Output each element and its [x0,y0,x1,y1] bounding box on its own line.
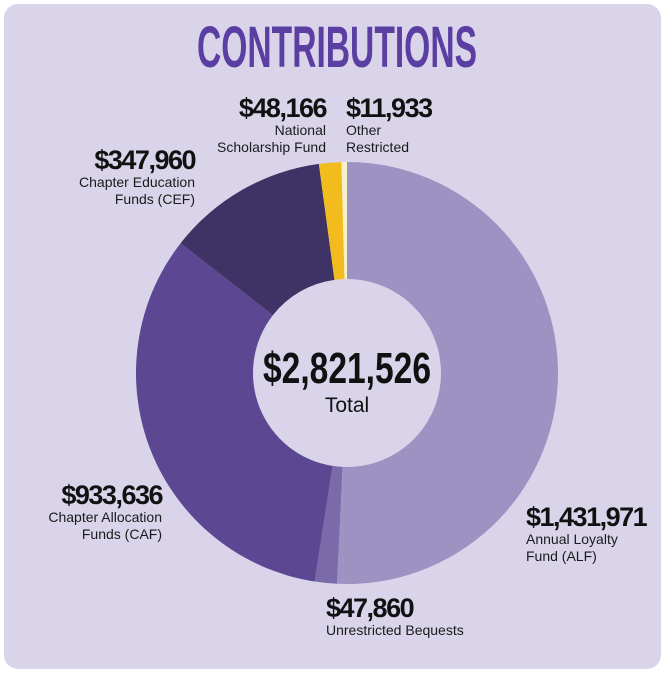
segment-label: $1,431,971 Annual Loyalty Fund (ALF) [526,502,648,565]
segment-value-label: $1,431,971 [526,502,648,532]
donut-segment [136,243,333,582]
chart-title: CONTRIBUTIONS [197,15,477,80]
segment-name: Chapter Education Funds (CEF) [79,174,195,207]
donut-segment [314,465,343,584]
donut-segment [341,162,347,280]
center-caption: Total [325,394,369,417]
segment-value-label: $347,960 [94,145,196,175]
segment-label: $11,933 Other Restricted [346,93,433,156]
segment-name: Chapter Allocation Funds (CAF) [48,509,162,542]
segment-name: National Scholarship Fund [217,122,326,155]
segment-value-label: $11,933 [346,93,433,123]
donut-segment [337,162,558,584]
donut-segment [180,163,335,316]
segment-label: $347,960 Chapter Education Funds (CEF) [45,145,196,208]
segment-label: $933,636 Chapter Allocation Funds (CAF) [20,480,163,543]
segment-label: $48,166 National Scholarship Fund [200,93,328,156]
segment-value-label: $933,636 [61,480,163,510]
segment-name: Other Restricted [346,122,410,155]
segment-value-label: $47,860 [326,593,415,623]
segment-name: Annual Loyalty Fund (ALF) [526,531,618,564]
donut-segment [318,162,345,280]
center-value: $2,821,526 [263,344,431,393]
segment-value-label: $48,166 [238,93,328,123]
segment-label: $47,860 Unrestricted Bequests [326,594,496,639]
segment-name: Unrestricted Bequests [326,622,464,638]
